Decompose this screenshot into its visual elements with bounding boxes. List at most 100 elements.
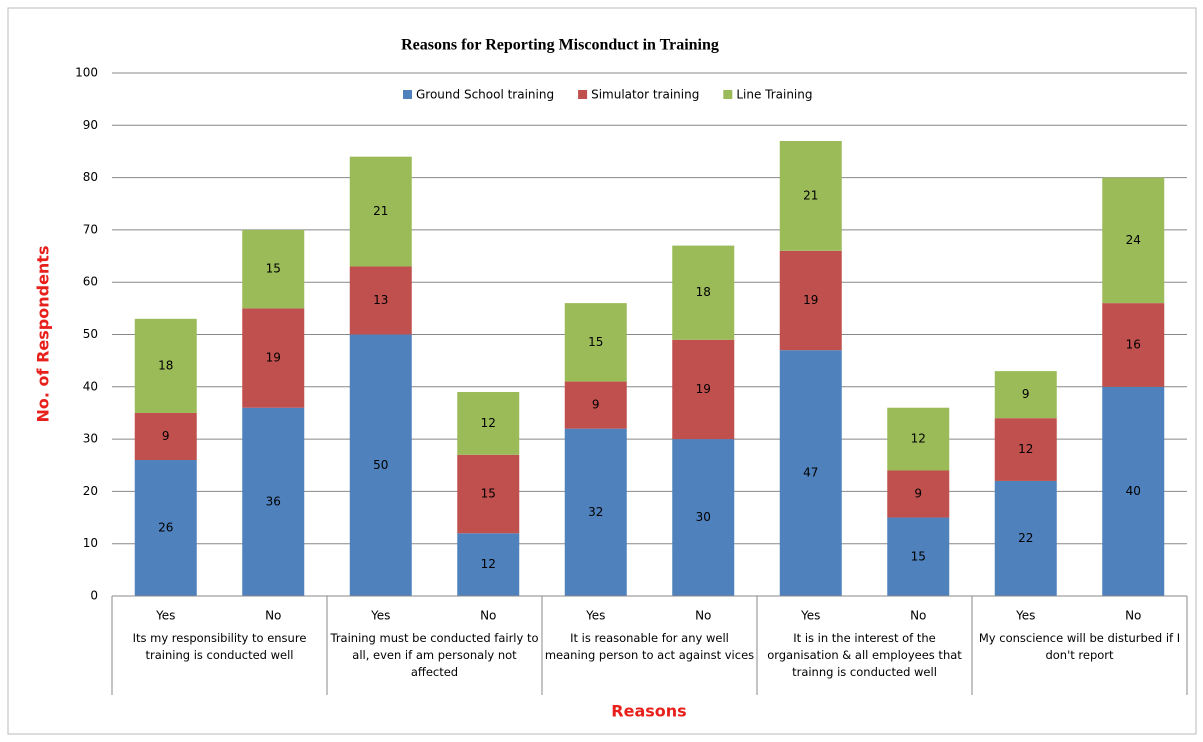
bar-segment	[134, 460, 197, 596]
data-label: 15	[266, 262, 281, 276]
bar-segment	[242, 407, 305, 596]
x-tick-label: No	[480, 609, 496, 623]
bar-segment	[242, 308, 305, 408]
group-label-box: It is in the interest of the organisatio…	[767, 631, 962, 679]
bar-segment	[1102, 386, 1165, 596]
bar-segment	[134, 412, 197, 461]
data-label: 15	[588, 335, 603, 349]
x-tick-label: Yes	[370, 609, 390, 623]
data-label: 19	[696, 382, 711, 396]
y-tick-label: 100	[75, 66, 98, 80]
legend-swatch	[578, 90, 588, 99]
data-label: 47	[803, 466, 818, 480]
x-tick-label: Yes	[585, 609, 605, 623]
bar-segment	[1102, 177, 1165, 304]
y-tick-label: 50	[83, 327, 98, 341]
data-label: 15	[481, 487, 496, 501]
x-tick-label: No	[265, 609, 281, 623]
group-label-box: Its my responsibility to ensure training…	[132, 631, 307, 662]
bar-segment	[779, 140, 842, 251]
x-tick-label: No	[910, 609, 926, 623]
data-label: 19	[266, 351, 281, 365]
y-tick-label: 20	[83, 484, 98, 498]
data-label: 30	[696, 510, 711, 524]
group-label: My conscience will be disturbed if I don…	[978, 631, 1181, 662]
data-label: 9	[162, 429, 170, 443]
group-label: Training must be conducted fairly to all…	[330, 631, 539, 679]
data-label: 24	[1126, 233, 1141, 247]
x-tick-label: Yes	[155, 609, 175, 623]
y-tick-label: 10	[83, 536, 98, 550]
data-label: 13	[373, 293, 388, 307]
data-label: 12	[481, 557, 496, 571]
legend-label: Ground School training	[416, 88, 554, 102]
data-label: 40	[1126, 484, 1141, 498]
data-label: 19	[803, 293, 818, 307]
y-tick-label: 60	[83, 275, 98, 289]
group-label-box: Training must be conducted fairly to all…	[330, 631, 539, 679]
bar-segment	[994, 418, 1057, 481]
data-label: 21	[803, 188, 818, 202]
bar-segment	[349, 334, 412, 596]
data-label: 12	[911, 432, 926, 446]
data-label: 12	[481, 416, 496, 430]
x-axis-label: Reasons	[611, 702, 686, 721]
bar-segment	[779, 350, 842, 596]
legend-label: Line Training	[736, 88, 812, 102]
data-label: 50	[373, 458, 388, 472]
bar-segment	[457, 392, 520, 455]
data-label: 9	[592, 398, 600, 412]
data-label: 18	[158, 358, 173, 372]
bar-segment	[672, 245, 735, 340]
data-label: 36	[266, 494, 281, 508]
y-tick-label: 40	[83, 379, 98, 393]
data-label: 12	[1018, 442, 1033, 456]
bar-segment	[564, 381, 627, 429]
data-label: 26	[158, 521, 173, 535]
y-tick-label: 80	[83, 170, 98, 184]
bar-segment	[242, 229, 305, 309]
y-tick-label: 90	[83, 118, 98, 132]
group-label-box: It is reasonable for any well meaning pe…	[544, 631, 755, 662]
bar-segment	[672, 339, 735, 440]
data-label: 16	[1126, 337, 1141, 351]
x-tick-label: No	[1125, 609, 1141, 623]
y-tick-label: 30	[83, 432, 98, 446]
data-label: 18	[696, 285, 711, 299]
group-label: Its my responsibility to ensure training…	[132, 631, 307, 662]
x-tick-label: No	[695, 609, 711, 623]
bar-segment	[672, 439, 735, 596]
data-label: 21	[373, 204, 388, 218]
bar-segment	[457, 533, 520, 596]
y-tick-label: 70	[83, 222, 98, 236]
bar-segment	[564, 428, 627, 596]
chart-border	[7, 7, 1197, 735]
bar-segment	[887, 470, 950, 518]
x-tick-label: Yes	[800, 609, 820, 623]
bar-segment	[457, 454, 520, 534]
bar-segment	[887, 517, 950, 596]
bar-segment	[994, 480, 1057, 596]
bar-segment	[1102, 303, 1165, 387]
data-label: 22	[1018, 531, 1033, 545]
bar-segment	[564, 303, 627, 382]
chart-title: Reasons for Reporting Misconduct in Trai…	[401, 37, 719, 54]
y-tick-label: 0	[90, 589, 98, 603]
data-label: 32	[588, 505, 603, 519]
data-label: 15	[911, 549, 926, 563]
group-label: It is in the interest of the organisatio…	[767, 631, 962, 679]
data-label: 9	[1022, 387, 1030, 401]
bar-segment	[349, 156, 412, 267]
legend-label: Simulator training	[591, 88, 699, 102]
y-axis-label: No. of Respondents	[34, 246, 53, 423]
legend-swatch	[403, 90, 412, 99]
bar-segment	[349, 266, 412, 335]
bar-segment	[994, 371, 1057, 419]
legend-swatch	[723, 90, 733, 99]
group-label-box: My conscience will be disturbed if I don…	[978, 631, 1181, 662]
bar-segment	[887, 407, 950, 471]
data-label: 9	[914, 487, 922, 501]
bar-segment	[134, 318, 197, 413]
group-label: It is reasonable for any well meaning pe…	[544, 631, 755, 662]
